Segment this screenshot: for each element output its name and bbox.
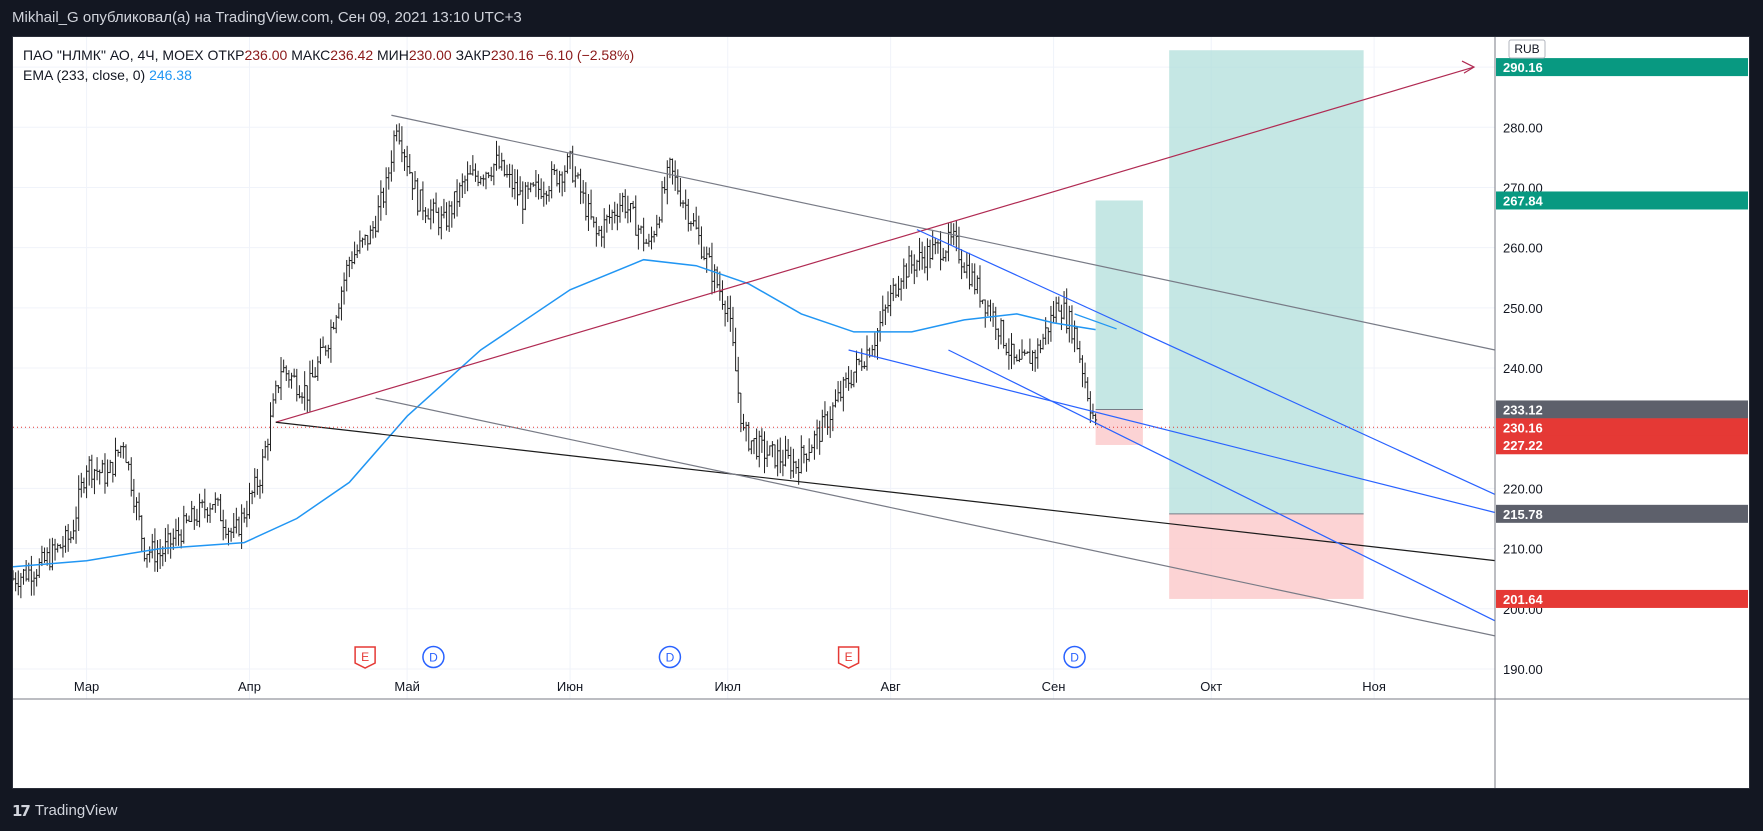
low-value: 230.00 <box>408 47 452 63</box>
price-tick-label: 280.00 <box>1503 120 1543 135</box>
dividend-marker-icon <box>658 645 682 669</box>
time-tick-label: Май <box>394 679 419 694</box>
dividend-marker-label: D <box>429 651 438 665</box>
time-tick-label: Авг <box>880 679 901 694</box>
publish-info-text: Mikhail_G опубликовал(а) на TradingView.… <box>12 9 522 26</box>
change-value: −6.10 (−2.58%) <box>537 47 635 63</box>
ema-line <box>13 258 1096 568</box>
close-label: ЗАКР <box>455 47 491 63</box>
close-value: 230.16 <box>490 47 534 63</box>
earnings-marker-label: E <box>361 650 369 664</box>
time-tick-label: Ноя <box>1362 679 1386 694</box>
trendline <box>1074 313 1117 330</box>
dividend-marker-icon <box>1063 645 1086 669</box>
earnings-marker-icon <box>354 646 376 669</box>
price-badge-label: 227.22 <box>1503 438 1543 453</box>
ohlc-legend-row: ПАО "НЛМК" АО, 4Ч, MOEX ОТКР236.00 МАКС2… <box>23 45 634 65</box>
time-tick-label: Июн <box>557 679 583 694</box>
price-badge-label: 233.12 <box>1503 402 1543 417</box>
high-label: МАКС <box>291 47 331 63</box>
price-badge-label: 230.16 <box>1503 420 1543 435</box>
price-badge <box>1496 58 1748 77</box>
ema-label: EMA (233, close, 0) <box>23 67 146 83</box>
price-badge-label: 215.78 <box>1503 507 1543 522</box>
time-tick-label: Окт <box>1200 679 1222 694</box>
price-tick-label: 250.00 <box>1503 301 1543 316</box>
price-badge <box>1496 435 1748 454</box>
trendline <box>848 349 1496 514</box>
high-value: 236.42 <box>330 47 374 63</box>
price-badge <box>1496 504 1748 523</box>
trendline <box>391 114 1496 351</box>
publish-header: Mikhail_G опубликовал(а) на TradingView.… <box>0 0 1763 36</box>
symbol-title: ПАО "НЛМК" АО, 4Ч, MOEX <box>23 47 204 63</box>
price-badge <box>1496 191 1748 210</box>
stop-zone <box>1169 513 1364 599</box>
target-zone <box>1095 200 1143 410</box>
tradingview-logo-icon: 17 <box>12 802 31 820</box>
ema-value: 246.38 <box>149 67 192 83</box>
price-tick-label: 220.00 <box>1503 481 1543 496</box>
price-badge-label: 290.16 <box>1503 60 1543 75</box>
price-chart[interactable]: EDDED190.00200.00210.00220.00230.00240.0… <box>13 37 1749 788</box>
target-zone <box>1169 50 1364 514</box>
currency-badge <box>1508 39 1546 59</box>
trendline <box>375 397 1496 637</box>
low-label: МИН <box>377 47 409 63</box>
currency-label: RUB <box>1514 42 1539 56</box>
trendline <box>275 421 1496 562</box>
earnings-marker-label: E <box>845 650 853 664</box>
time-tick-label: Сен <box>1042 679 1066 694</box>
trend-arrow-head <box>1461 60 1476 74</box>
time-tick-label: Апр <box>238 679 261 694</box>
chart-pane[interactable]: EDDED190.00200.00210.00220.00230.00240.0… <box>12 36 1750 789</box>
open-label: ОТКР <box>207 47 245 63</box>
brand-name: TradingView <box>34 802 118 819</box>
price-tick-label: 210.00 <box>1503 542 1543 557</box>
trendline <box>948 349 1496 622</box>
price-badge-label: 201.64 <box>1503 592 1544 607</box>
price-tick-label: 240.00 <box>1503 361 1543 376</box>
price-tick-label: 260.00 <box>1503 241 1543 256</box>
trendline <box>916 229 1496 495</box>
footer-brand[interactable]: 17 TradingView <box>12 796 117 826</box>
price-badge <box>1496 589 1748 608</box>
earnings-marker-icon <box>837 646 860 669</box>
open-value: 236.00 <box>244 47 288 63</box>
time-tick-label: Июл <box>715 679 741 694</box>
price-badge <box>1496 400 1748 419</box>
stop-zone <box>1095 409 1143 445</box>
dividend-marker-label: D <box>666 651 675 665</box>
dividend-marker-icon <box>422 645 445 669</box>
time-tick-label: Мар <box>74 679 99 694</box>
ema-legend-row: EMA (233, close, 0) 246.38 <box>23 65 634 85</box>
price-badge-label: 267.84 <box>1503 193 1544 208</box>
dividend-marker-label: D <box>1070 651 1079 665</box>
price-tick-label: 190.00 <box>1503 662 1543 677</box>
chart-legend: ПАО "НЛМК" АО, 4Ч, MOEX ОТКР236.00 МАКС2… <box>23 45 634 85</box>
trendline <box>275 66 1475 423</box>
